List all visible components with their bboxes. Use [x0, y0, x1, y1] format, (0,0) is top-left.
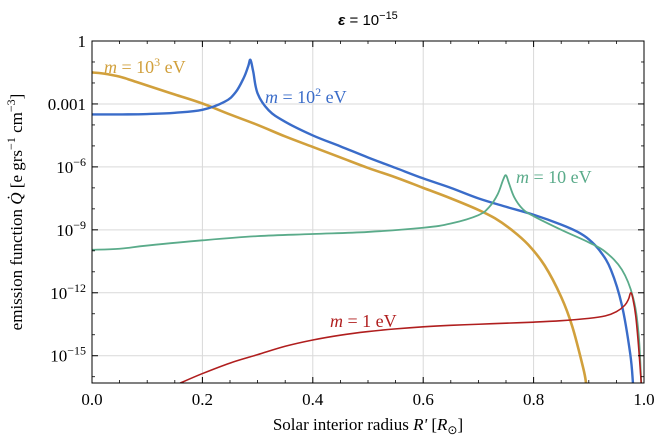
y-tick-label: 1 [78, 32, 87, 51]
x-tick-label: 0.4 [302, 390, 324, 409]
y-tick-label: 10−12 [50, 281, 86, 303]
series-line-m-10-ev [92, 58, 635, 383]
tick-layer: 0.0 0.2 0.4 0.6 0.8 1.0 1 0.001 10−6 10−9 10−12 10−… [48, 32, 655, 409]
x-tick-label: 0.2 [192, 390, 213, 409]
x-tick-label: 0.0 [81, 390, 102, 409]
series-label: m = 103 eV [104, 55, 186, 77]
series-label: m = 10 eV [516, 167, 592, 187]
series-line-m-1-ev [179, 291, 643, 383]
y-tick-label: 10−6 [56, 155, 86, 177]
series-label: m = 1 eV [330, 311, 397, 331]
chart-title: ε = 10−15 [338, 10, 398, 29]
label-layer: m = 103 eV m = 102 eV m = 10 eV m = 1 eV [104, 55, 592, 331]
x-tick-label: 0.6 [413, 390, 434, 409]
x-axis-title: Solar interior radius R' [R⊙] [273, 415, 463, 437]
series-label: m = 102 eV [265, 85, 347, 107]
series-layer [92, 58, 643, 383]
series-line-m-10-ev [92, 71, 588, 383]
y-tick-label: 10−9 [56, 218, 86, 240]
series-line-m-10-ev [92, 174, 643, 383]
y-tick-label: 10−15 [50, 344, 86, 366]
x-tick-label: 0.8 [523, 390, 544, 409]
y-axis-title: emission function Q̇ [e grs−1 cm−3] [4, 94, 26, 331]
x-tick-label: 1.0 [633, 390, 654, 409]
y-tick-label: 0.001 [48, 95, 86, 114]
